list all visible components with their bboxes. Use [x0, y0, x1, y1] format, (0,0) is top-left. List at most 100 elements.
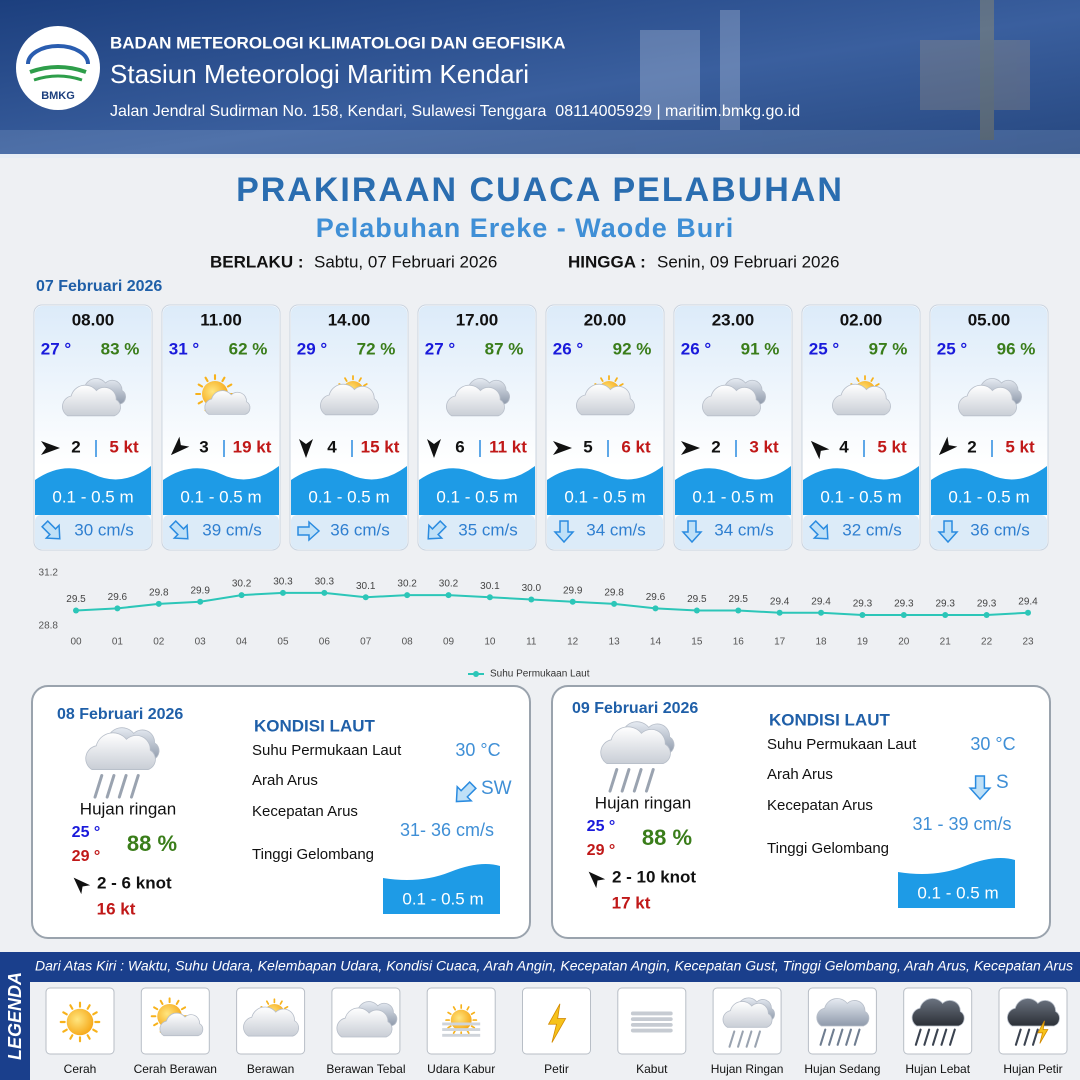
humidity: 91 % [741, 339, 780, 358]
gust-speed: 5 kt [1005, 437, 1035, 456]
wind-arrow [553, 441, 572, 455]
cloud [576, 383, 635, 416]
rain [923, 1028, 931, 1046]
x-tick-label: 21 [940, 637, 952, 648]
valid-from: Sabtu, 07 Februari 2026 [314, 252, 497, 271]
x-tick-label: 04 [236, 637, 248, 648]
legend-item: Cerah [45, 987, 115, 1076]
x-tick-label: 14 [650, 637, 662, 648]
subtitle: Pelabuhan Ereke - Waode Buri [316, 213, 735, 243]
x-tick-label: 09 [443, 637, 455, 648]
wind-arrow [73, 877, 91, 895]
current-speed: 34 cm/s [586, 520, 646, 539]
current-bg [419, 515, 535, 549]
data-label: 29.8 [149, 588, 169, 599]
sea-label: Arah Arus [767, 766, 833, 783]
sun-ray [447, 1025, 452, 1029]
sun-ray [175, 999, 180, 1005]
rain [644, 768, 655, 793]
data-label: 29.3 [977, 599, 997, 610]
sst-point [279, 589, 286, 596]
wave-height: 0.1 - 0.5 m [308, 487, 389, 506]
rain [737, 1030, 744, 1048]
current-bg [547, 515, 663, 549]
day1-date: 07 Februari 2026 [36, 278, 162, 295]
sun-ray [619, 383, 624, 387]
sea-label: Kecepatan Arus [767, 797, 873, 814]
rain [931, 1028, 939, 1046]
air-temperature: 27 ° [425, 339, 456, 358]
y-tick-label: 31.2 [39, 568, 59, 579]
sst-point [776, 609, 783, 616]
header-edge [0, 154, 1080, 158]
wind-speed: 2 [967, 437, 976, 456]
day-summary: 09 Februari 2026 Hujan ringan 25 ° 29 ° 88 %… [551, 685, 1051, 939]
wave [931, 466, 1047, 515]
wave-height: 0.1 - 0.5 m [52, 487, 133, 506]
rain [1023, 1028, 1031, 1046]
sst-point [693, 607, 700, 614]
wind-speed: 4 [327, 437, 337, 456]
rain [940, 1028, 948, 1046]
sun-ray [69, 1004, 74, 1010]
data-label: 29.3 [853, 599, 873, 610]
x-tick-label: 03 [195, 637, 207, 648]
sun-ray [69, 1034, 74, 1040]
rain [129, 774, 140, 799]
sst-point [238, 592, 245, 599]
wind-range: 2 - 10 knot [612, 867, 696, 886]
rain [728, 1030, 736, 1048]
current-bg [163, 515, 279, 549]
air-temperature: 26 ° [681, 339, 712, 358]
legend-item: Cerah Berawan [134, 987, 217, 1076]
time: 20.00 [584, 310, 627, 329]
air-temperature: 29 ° [297, 339, 328, 358]
cloud [958, 384, 1017, 417]
wave-height: 0.1 - 0.5 m [820, 487, 901, 506]
wave [419, 466, 535, 515]
wind-arrow [588, 871, 606, 889]
current-bg [931, 515, 1047, 549]
x-tick-label: 01 [112, 637, 124, 648]
legend-top-strip [30, 952, 1080, 982]
sea-label: Tinggi Gelombang [252, 846, 374, 863]
humidity: 97 % [869, 339, 908, 358]
gust: 17 kt [612, 893, 651, 912]
valid-from-label: BERLAKU : [210, 252, 304, 271]
sst-point [735, 607, 742, 614]
current-direction: SW [481, 778, 512, 799]
sun-ray [856, 377, 860, 382]
weather-icon [576, 375, 635, 416]
title: PRAKIRAAN CUACA PELABUHAN [236, 171, 844, 209]
cloud [816, 998, 870, 1027]
sst-point [445, 592, 452, 599]
wave-height: 0.1 - 0.5 m [436, 487, 517, 506]
sea-heading: KONDISI LAUT [254, 716, 376, 735]
time: 23.00 [712, 310, 755, 329]
legend-label: LEGENDA [5, 972, 25, 1060]
gust-speed: 6 kt [621, 437, 651, 456]
time: 11.00 [200, 310, 242, 329]
data-label: 29.6 [646, 592, 666, 603]
legend-item-label: Cerah [64, 1062, 97, 1076]
sun-ray [870, 377, 874, 382]
weather-icon [442, 1004, 481, 1037]
data-label: 29.6 [108, 592, 128, 603]
legend-item-label: Hujan Lebat [905, 1062, 970, 1076]
sun-ray [197, 383, 204, 388]
wind-arrow [681, 441, 700, 455]
wind-arrow [427, 439, 441, 458]
logo-arc [33, 74, 83, 82]
sst-point [197, 598, 204, 605]
wave [675, 466, 791, 515]
legend-swatch-dot [473, 671, 479, 677]
legend-item: Hujan Petir [998, 987, 1068, 1076]
rain [1014, 1028, 1022, 1046]
sst-point [114, 605, 121, 612]
current-speed: 39 cm/s [202, 520, 262, 539]
